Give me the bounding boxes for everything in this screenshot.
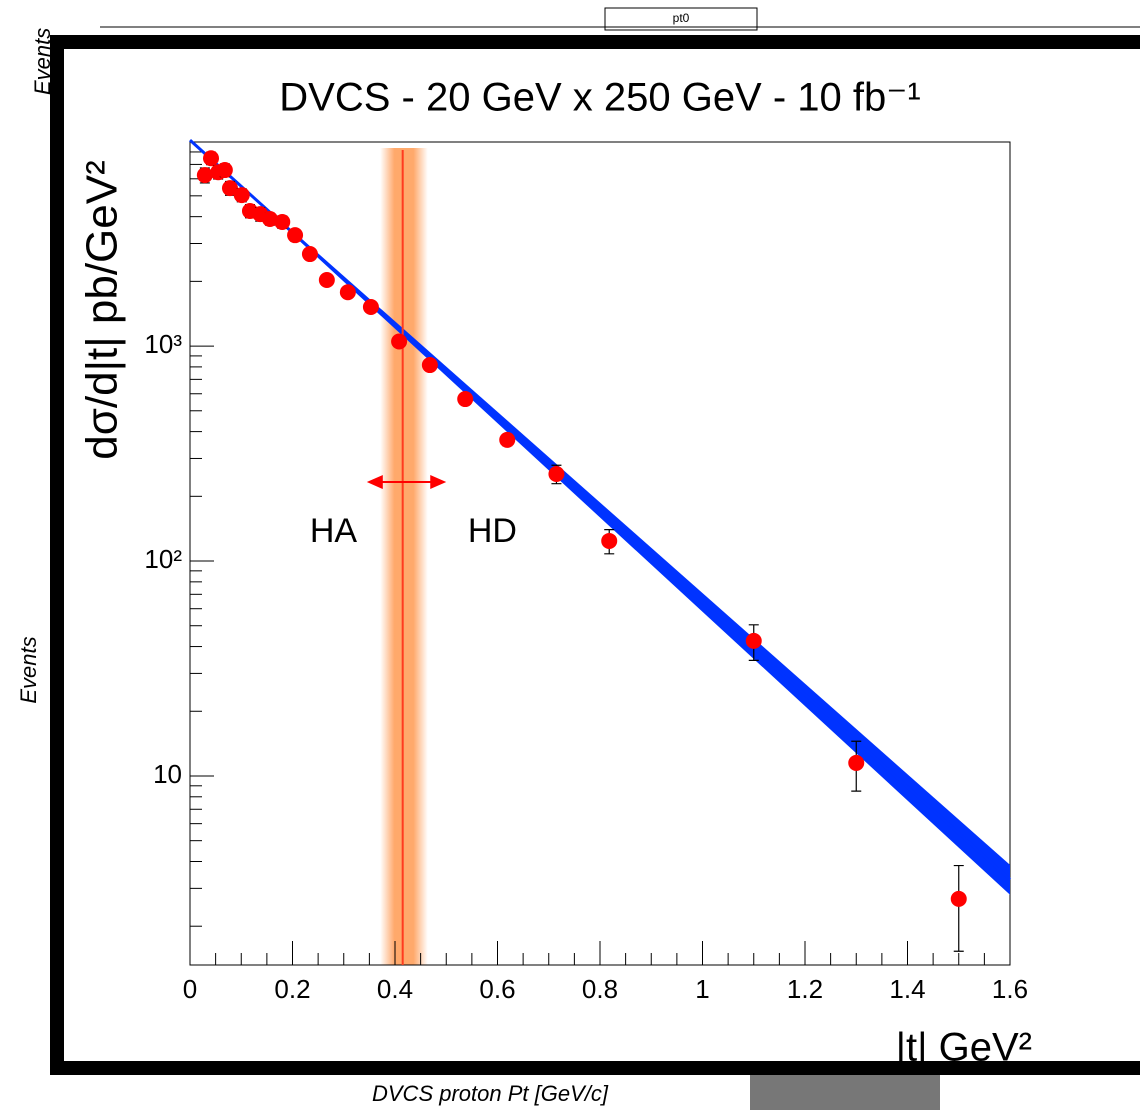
data-point xyxy=(318,271,335,288)
data-point xyxy=(499,431,516,448)
y-tick-label: 10³ xyxy=(144,329,182,359)
bg-footer: DVCS proton Pt [GeV/c] xyxy=(372,1081,609,1106)
bg-axis-label: Events xyxy=(16,636,41,703)
data-point xyxy=(457,391,474,408)
error-bar xyxy=(953,864,964,952)
bg-box xyxy=(604,7,758,31)
region-label: HA xyxy=(310,512,358,550)
data-point xyxy=(362,298,379,315)
x-tick-label: 1.4 xyxy=(889,974,925,1004)
y-tick-label: 10 xyxy=(153,759,182,789)
data-point xyxy=(287,227,304,244)
data-point xyxy=(339,284,356,301)
bg-image xyxy=(750,1075,940,1110)
data-point xyxy=(221,180,238,197)
x-tick-label: 1.2 xyxy=(787,974,823,1004)
data-point xyxy=(216,162,233,179)
data-point xyxy=(950,890,967,907)
y-axis-label: dσ/d|t| pb/GeV² xyxy=(78,160,127,460)
x-tick-label: 0.8 xyxy=(582,974,618,1004)
data-point xyxy=(261,211,278,228)
highlight-region xyxy=(380,148,428,965)
y-tick-label: 10² xyxy=(144,544,182,574)
fit-band xyxy=(190,140,1010,895)
arrow-head xyxy=(366,475,383,490)
region-label: HD xyxy=(468,512,517,550)
data-point xyxy=(391,333,408,350)
x-axis-label: |t| GeV² xyxy=(896,1026,1032,1070)
arrow-head xyxy=(430,475,447,490)
data-point xyxy=(548,466,565,483)
x-tick-label: 0.2 xyxy=(274,974,310,1004)
data-point xyxy=(196,167,213,184)
data-point xyxy=(421,357,438,374)
data-point xyxy=(601,532,618,549)
x-tick-label: 0 xyxy=(183,974,197,1004)
x-tick-label: 0.4 xyxy=(377,974,413,1004)
x-tick-label: 1 xyxy=(695,974,709,1004)
data-point xyxy=(274,213,291,230)
chart-title: DVCS - 20 GeV x 250 GeV - 10 fb⁻¹ xyxy=(279,76,920,120)
data-point xyxy=(301,246,318,263)
x-tick-label: 0.6 xyxy=(479,974,515,1004)
bg-box-label: pt0 xyxy=(673,11,690,25)
data-point xyxy=(203,150,220,167)
plot: 0 0.2 0.4 0.6 0.8 1 1.2 1.4 1.6 10 10² 10³ HA HD xyxy=(144,139,1028,1004)
data-point xyxy=(848,754,865,771)
data-point xyxy=(233,187,250,204)
data-point xyxy=(745,632,762,649)
fit-line xyxy=(188,139,1012,881)
x-tick-label: 1.6 xyxy=(992,974,1028,1004)
frame xyxy=(50,35,1140,1075)
